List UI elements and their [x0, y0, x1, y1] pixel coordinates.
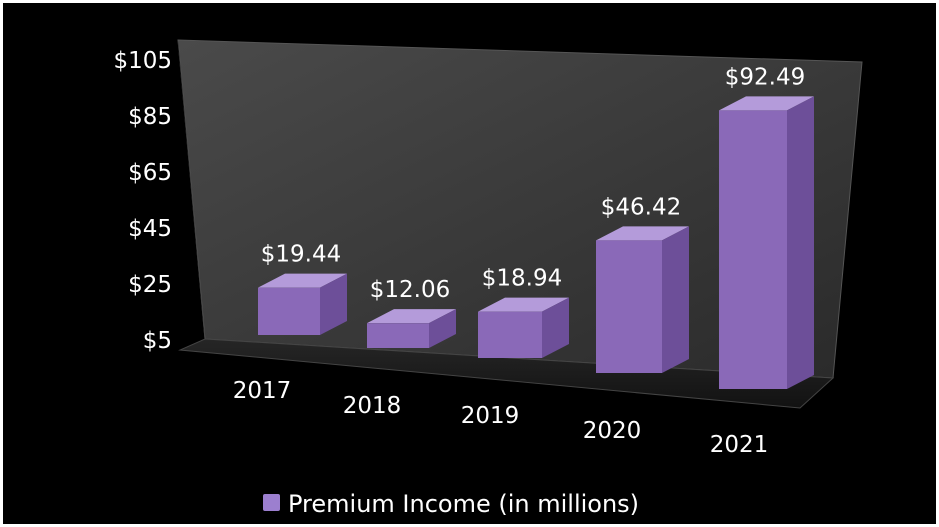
bar-front — [258, 287, 320, 335]
x-tick-label: 2017 — [233, 378, 292, 404]
y-tick-label: $5 — [143, 328, 172, 354]
x-axis: 2017 2018 2019 2020 2021 — [233, 378, 769, 458]
bar-side — [542, 297, 569, 358]
bar — [478, 297, 569, 358]
bar-top — [258, 273, 347, 288]
y-tick-label: $25 — [128, 272, 172, 298]
y-axis: $5 $25 $45 $65 $85 $105 — [113, 48, 172, 354]
y-tick-label: $45 — [128, 216, 172, 242]
bar-top — [596, 226, 689, 241]
legend-label: Premium Income (in millions) — [288, 490, 639, 518]
y-tick-label: $65 — [128, 160, 172, 186]
bars — [258, 96, 814, 390]
bar — [258, 273, 347, 335]
data-label: $18.94 — [482, 266, 562, 292]
bar-top — [478, 297, 569, 312]
y-tick-label: $85 — [128, 104, 172, 130]
bar-front — [719, 110, 787, 390]
data-label: $19.44 — [261, 242, 341, 268]
data-labels: $19.44 $12.06 $18.94 $46.42 $92.49 — [261, 64, 805, 303]
bar — [719, 96, 814, 390]
bar-side — [320, 273, 347, 335]
plot-area — [177, 39, 863, 409]
bar-front — [478, 311, 542, 358]
legend-marker — [263, 494, 280, 511]
legend: Premium Income (in millions) — [263, 490, 639, 518]
bar-side — [429, 309, 456, 348]
data-label: $92.49 — [725, 64, 805, 90]
x-tick-label: 2021 — [710, 432, 769, 458]
bar-top — [719, 96, 814, 111]
bar — [596, 226, 689, 373]
data-label: $12.06 — [370, 277, 450, 303]
bar-side — [662, 226, 689, 373]
y-tick-label: $105 — [113, 48, 172, 74]
bar-side — [787, 96, 814, 390]
side-wall — [178, 40, 205, 345]
x-tick-label: 2020 — [583, 418, 642, 444]
x-tick-label: 2019 — [461, 403, 520, 429]
x-tick-label: 2018 — [343, 393, 402, 419]
bar-front — [596, 240, 662, 373]
data-label: $46.42 — [601, 194, 681, 220]
bar-top — [367, 309, 456, 324]
bar — [367, 309, 456, 348]
bar-front — [367, 323, 429, 348]
